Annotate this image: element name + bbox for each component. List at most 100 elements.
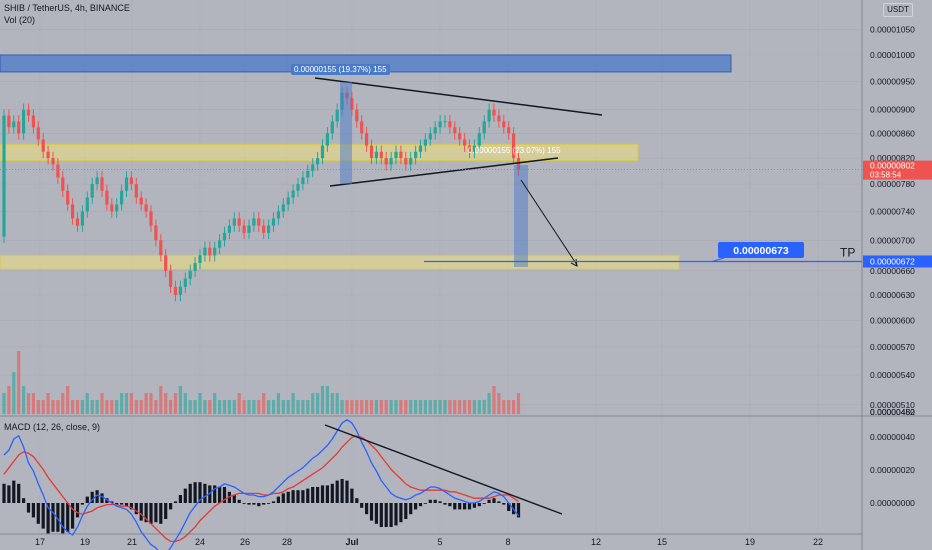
volume-bar (512, 400, 516, 414)
candle-body (502, 121, 506, 128)
price-tick-label: 0.00000600 (870, 315, 915, 325)
macd-histogram-bar (472, 503, 476, 508)
projection-arrow (520, 179, 578, 266)
volume-bar (409, 400, 413, 414)
volume-bar (41, 400, 45, 414)
macd-histogram-bar (2, 483, 6, 503)
volume-bar (71, 400, 75, 414)
macd-histogram-bar (335, 480, 339, 503)
macd-histogram-bar (213, 485, 217, 503)
candle-body (482, 121, 486, 134)
volume-bar (36, 400, 40, 414)
macd-histogram-bar (144, 503, 148, 523)
measure-box-1 (340, 82, 352, 184)
macd-histogram-bar (7, 485, 11, 503)
candle-body (115, 204, 119, 212)
volume-bar (149, 393, 153, 414)
macd-histogram-bar (115, 503, 119, 505)
macd-histogram-bar (85, 496, 89, 503)
candle-body (443, 121, 447, 123)
macd-histogram-bar (232, 495, 236, 503)
volume-bar (507, 400, 511, 414)
candle-body (232, 218, 236, 226)
macd-histogram-bar (203, 483, 207, 503)
macd-histogram-bar (41, 503, 45, 529)
time-tick-label: 17 (35, 537, 45, 547)
measure-label-1: 0.00000155 (19.37%) 155 (291, 64, 390, 75)
macd-histogram-bar (453, 503, 457, 510)
candle-body (222, 232, 227, 241)
candle-body (369, 145, 374, 159)
macd-histogram-bar (56, 503, 60, 532)
macd-histogram-bar (438, 501, 442, 503)
candle-body (433, 127, 437, 134)
tp-label: TP (840, 245, 855, 259)
measure-label-2: 0.00000155 (23.07%) 155 (468, 146, 561, 155)
volume-bar (374, 400, 378, 414)
price-tick-label: 0.00000570 (870, 342, 915, 352)
candle-body (262, 225, 266, 233)
macd-histogram-bar (311, 487, 315, 503)
volume-bar (399, 400, 403, 414)
volume-bar (129, 393, 133, 414)
candle-body (301, 177, 305, 185)
candle-body (80, 211, 84, 226)
volume-bar (134, 400, 138, 414)
candle-body (26, 109, 31, 116)
macd-histogram-bar (129, 503, 133, 510)
currency-button[interactable]: USDT (883, 3, 913, 17)
macd-histogram-bar (222, 487, 227, 503)
macd-histogram-bar (301, 490, 305, 503)
price-tick-label: 0.00001000 (870, 50, 915, 60)
tp-price-badge (863, 255, 932, 268)
candle-body (492, 109, 496, 116)
volume-bar (330, 393, 334, 414)
volume-bar (463, 400, 467, 414)
volume-bar (193, 400, 197, 414)
volume-bar (316, 393, 320, 414)
volume-bar (144, 393, 148, 414)
time-tick-label: 15 (657, 537, 667, 547)
macd-histogram-bar (286, 491, 290, 503)
macd-histogram-bar (188, 483, 192, 503)
candle-body (12, 121, 16, 128)
candle-body (17, 121, 21, 134)
macd-histogram-bar (281, 493, 285, 503)
volume-bar (345, 400, 349, 414)
macd-histogram-bar (271, 501, 276, 503)
macd-histogram-bar (154, 503, 158, 523)
volume-bar (394, 400, 398, 414)
symbol-title: SHIB / TetherUS, 4h, BINANCE (4, 3, 130, 13)
candle-body (242, 225, 246, 233)
candle-body (360, 121, 364, 134)
price-tick-label: 0.00000700 (870, 235, 915, 245)
macd-histogram-bar (320, 485, 325, 503)
candle-body (90, 184, 94, 198)
volume-bar (110, 400, 114, 414)
volume-bar (22, 386, 26, 414)
candle-body (316, 158, 320, 165)
macd-histogram-bar (110, 501, 114, 503)
candle-body (355, 109, 359, 122)
macd-histogram-bar (404, 503, 408, 519)
macd-histogram-bar (418, 503, 423, 507)
time-tick-label: 19 (745, 537, 755, 547)
macd-histogram-bar (134, 503, 138, 515)
volume-bar (242, 400, 246, 414)
price-tick-label: 0.00000452 (870, 407, 915, 417)
volume-bar (301, 400, 305, 414)
candle-body (139, 197, 143, 205)
volume-bar (379, 400, 383, 414)
macd-signal-line (3, 435, 519, 543)
candle-body (100, 177, 104, 191)
volume-bar (325, 386, 329, 414)
candle-body (124, 177, 129, 191)
macd-histogram-bar (365, 503, 369, 515)
candle-body (203, 247, 207, 256)
tp-price-value: 0.00000672 (870, 256, 915, 266)
volume-bar (51, 400, 55, 414)
volume-bar (203, 400, 207, 414)
candle-body (159, 240, 163, 256)
macd-layer: 0.00000040 0.00000020 0.00000000 (2, 419, 915, 550)
